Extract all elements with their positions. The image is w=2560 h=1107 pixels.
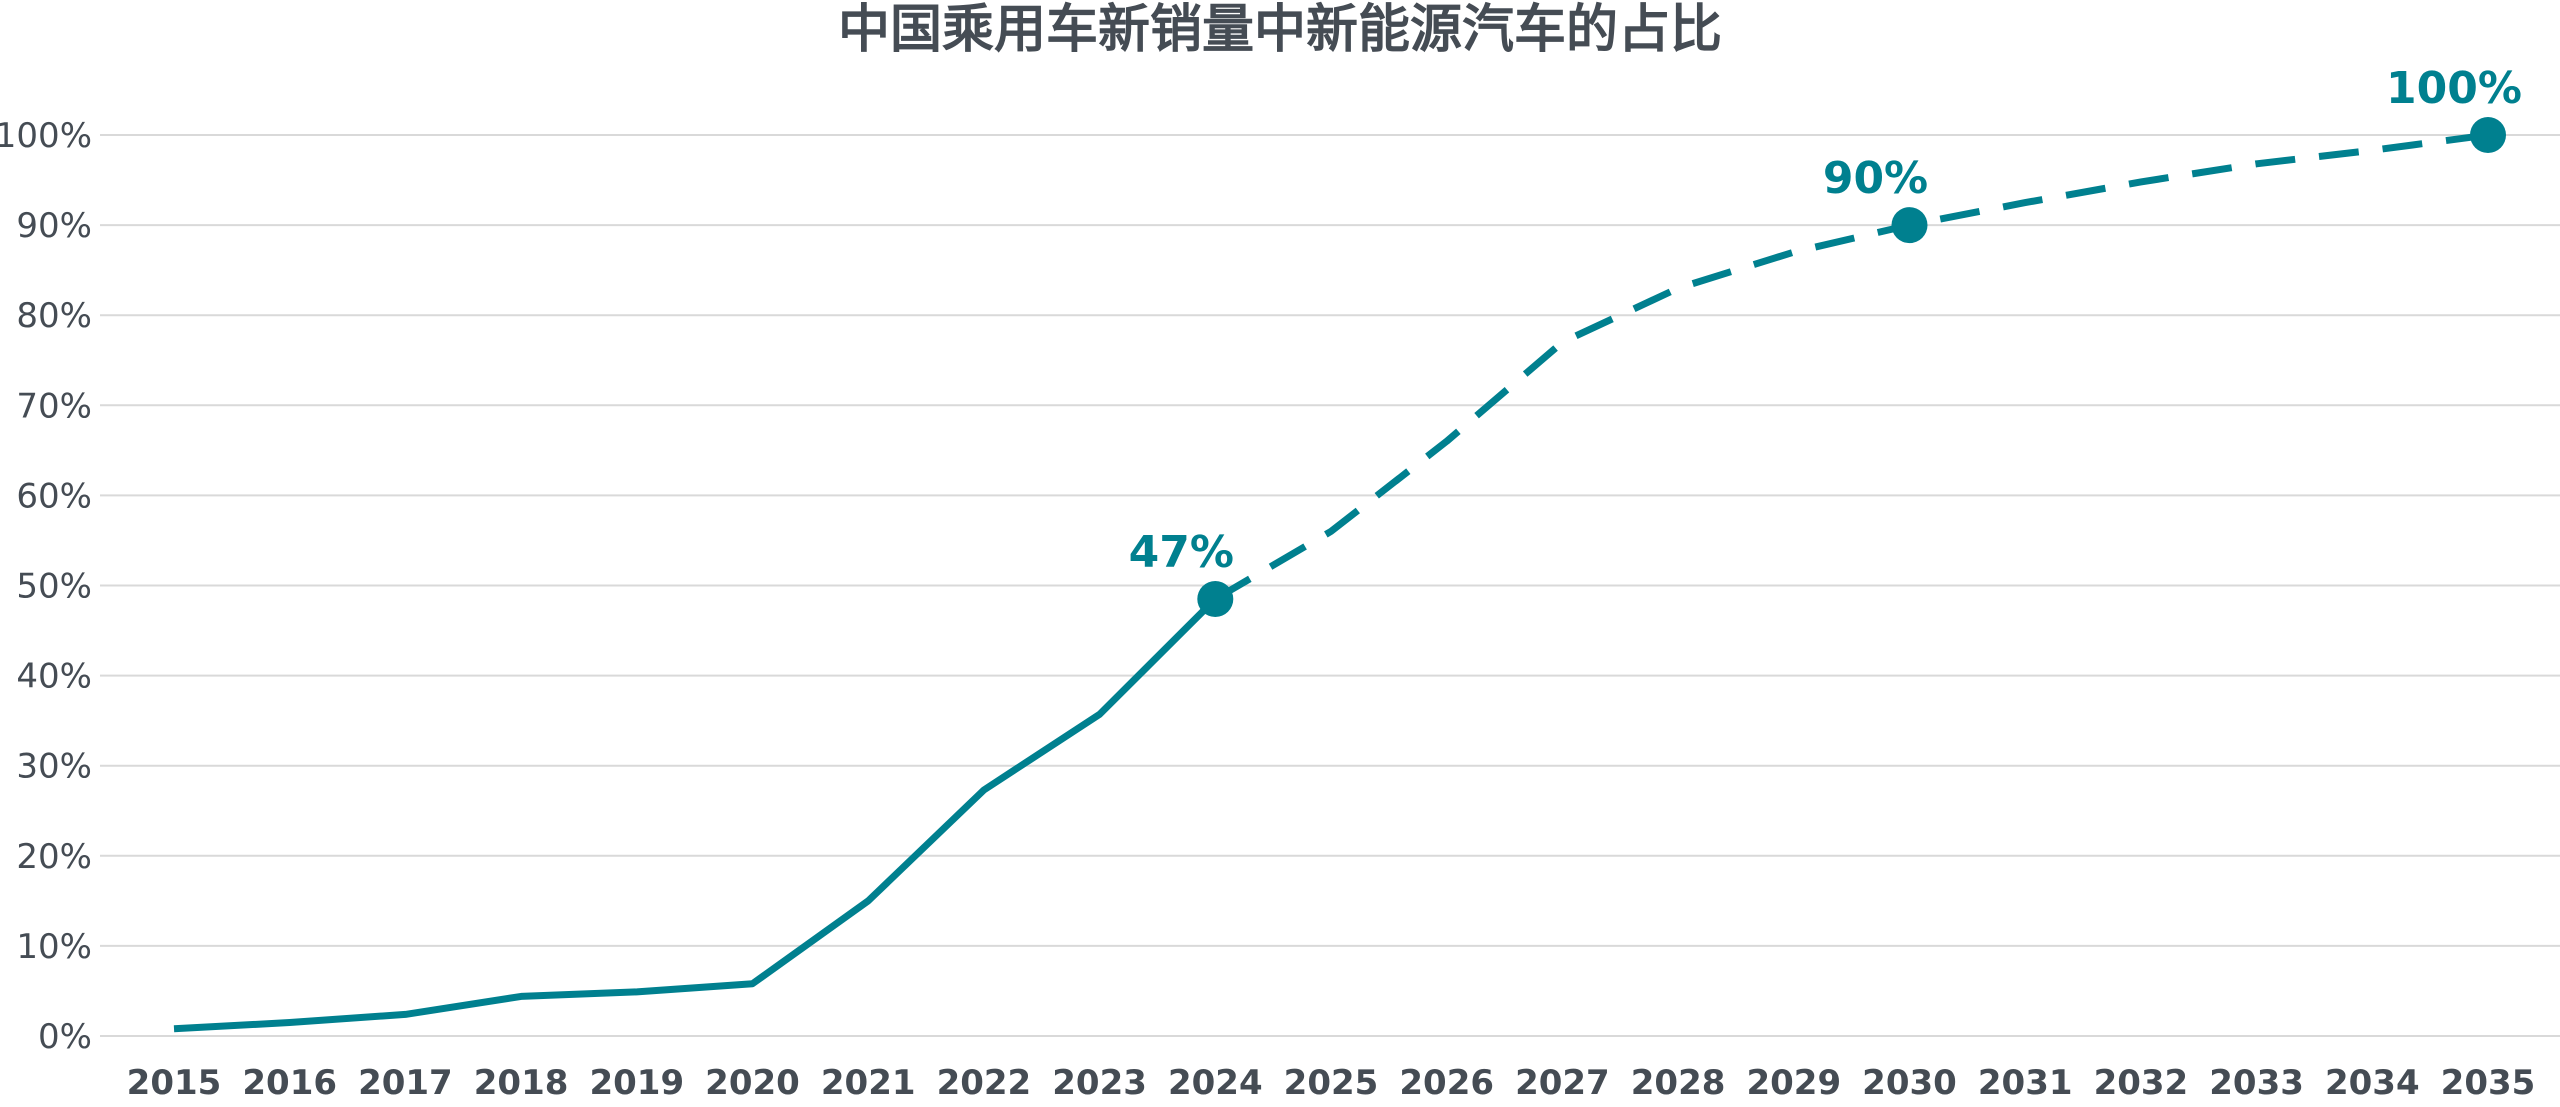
x-tick-label: 2022	[937, 1063, 1032, 1103]
y-tick-label: 50%	[16, 567, 92, 607]
x-tick-label: 2024	[1168, 1063, 1263, 1103]
data-point-marker	[2470, 117, 2506, 153]
y-tick-label: 40%	[16, 657, 92, 697]
series-line-actual	[173, 596, 1218, 1033]
x-tick-label: 2035	[2441, 1063, 2536, 1103]
y-tick-label: 10%	[16, 927, 92, 967]
chart-title: 中国乘用车新销量中新能源汽车的占比	[837, 0, 1722, 60]
x-tick-label: 2032	[2094, 1063, 2189, 1103]
series-lines	[173, 131, 2489, 1033]
x-tick-label: 2018	[474, 1063, 569, 1103]
y-tick-label: 30%	[16, 747, 92, 787]
x-tick-label: 2025	[1284, 1063, 1379, 1103]
x-tick-label: 2021	[821, 1063, 916, 1103]
y-tick-label: 0%	[38, 1017, 92, 1057]
y-axis-tick-labels: 0% 10% 20% 30% 40% 50% 60% 70% 80% 90% 100%	[0, 116, 92, 1057]
gridlines	[100, 134, 2560, 1037]
x-tick-label: 2033	[2209, 1063, 2304, 1103]
data-point-marker	[1891, 207, 1928, 244]
x-tick-label: 2020	[705, 1063, 800, 1103]
x-tick-label: 2034	[2325, 1063, 2420, 1103]
y-tick-label: 20%	[16, 837, 92, 877]
data-label: 47%	[1129, 527, 1234, 578]
x-tick-label: 2030	[1862, 1063, 1957, 1103]
x-tick-label: 2026	[1399, 1063, 1494, 1103]
series-line-projected	[1213, 131, 2489, 603]
y-tick-label: 80%	[16, 296, 92, 336]
data-label: 90%	[1823, 153, 1928, 204]
data-label: 100%	[2386, 63, 2522, 114]
x-tick-label: 2017	[358, 1063, 453, 1103]
x-tick-label: 2031	[1978, 1063, 2073, 1103]
x-axis-tick-labels: 2015 2016 2017 2018 2019 2020 2021 2022 2023 2024…	[127, 1063, 2536, 1103]
highlight-markers: 47% 90% 100%	[1129, 63, 2522, 618]
y-tick-label: 90%	[16, 206, 92, 246]
x-tick-label: 2029	[1746, 1063, 1841, 1103]
x-tick-label: 2023	[1052, 1063, 1147, 1103]
data-point-marker	[1197, 581, 1234, 618]
y-tick-label: 100%	[0, 116, 92, 156]
x-tick-label: 2015	[127, 1063, 222, 1103]
x-tick-label: 2027	[1515, 1063, 1610, 1103]
y-tick-label: 60%	[16, 476, 92, 516]
x-tick-label: 2019	[589, 1063, 684, 1103]
y-tick-label: 70%	[16, 386, 92, 426]
x-tick-label: 2016	[242, 1063, 337, 1103]
x-tick-label: 2028	[1631, 1063, 1726, 1103]
